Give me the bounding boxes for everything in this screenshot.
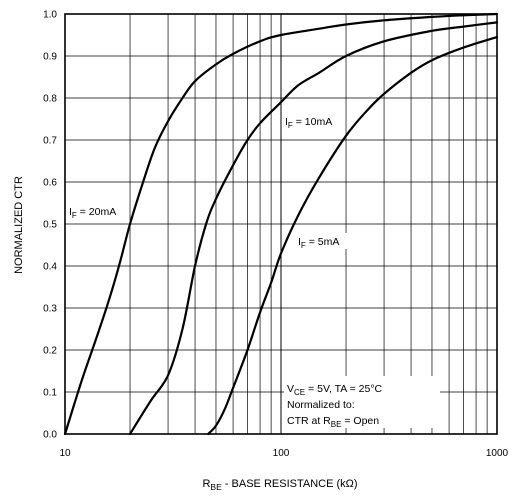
label-if-20ma-main: I [69,206,72,218]
x-axis-title-sub: BE [210,482,222,492]
series-group [63,12,499,436]
plot-frame [64,13,498,435]
label-if-10ma-rest: = 10mA [293,116,332,128]
y-tick-labels: 0.0 0.1 0.2 0.3 0.4 0.5 0.6 0.7 0.8 0.9 1.0 [43,10,57,441]
y-tick-label-7: 0.7 [43,136,57,147]
svg-text:IF = 20mA: IF = 20mA [69,206,116,220]
label-if-20ma-rest: = 20mA [77,206,116,218]
label-if-5ma: IF = 5mA [296,233,352,250]
y-tick-label-9: 0.9 [43,52,57,63]
label-if-10ma-main: I [285,116,288,128]
series-line-0 [63,12,499,436]
x-tick-label-2: 1000 [486,448,509,459]
svg-text:IF = 5mA: IF = 5mA [298,236,339,250]
annotation-ctr-sub: BE [331,420,342,429]
y-tick-label-3: 0.3 [43,304,57,315]
y-tick-label-5: 0.5 [43,220,57,231]
x-tick-labels: 10 100 1000 [59,448,508,459]
y-tick-label-10: 1.0 [43,10,57,21]
x-axis-title-rest: - BASE RESISTANCE (kΩ) [222,478,358,490]
label-if-5ma-sub: F [301,241,306,250]
y-axis-title: NORMALIZED CTR [13,176,25,274]
label-if-20ma-sub: F [72,211,77,220]
annotation-line-2: Normalized to: [287,399,355,411]
x-axis-title: RBE - BASE RESISTANCE (kΩ) [202,478,357,492]
label-if-20ma: IF = 20mA [67,203,129,220]
series-line-1 [128,21,499,436]
annotation-line-1: VCE = 5V, TA = 25°C [287,383,383,397]
label-if-10ma: IF = 10mA [283,113,345,130]
condition-annotation: VCE = 5V, TA = 25°C Normalized to: CTR a… [284,376,440,429]
y-tick-label-4: 0.4 [43,262,57,273]
y-tick-label-8: 0.8 [43,94,57,105]
y-tick-label-2: 0.2 [43,346,57,357]
annotation-v: V [287,383,294,395]
annotation-line-3: CTR at RBE = Open [287,415,379,429]
annotation-v-rest: = 5V, TA = 25°C [305,383,382,395]
svg-text:IF = 10mA: IF = 10mA [285,116,332,130]
y-tick-label-6: 0.6 [43,178,57,189]
x-tick-label-1: 100 [273,448,290,459]
y-tick-label-0: 0.0 [43,430,57,441]
label-if-5ma-main: I [298,236,301,248]
x-axis-title-r: R [202,478,210,490]
annotation-ctr: CTR at R [287,415,331,427]
series-line-2 [207,36,499,436]
label-if-10ma-sub: F [288,121,293,130]
annotation-ctr-rest: = Open [341,415,379,427]
label-if-5ma-rest: = 5mA [306,236,340,248]
y-tick-label-1: 0.1 [43,388,57,399]
x-tick-label-0: 10 [59,448,71,459]
annotation-v-sub: CE [294,388,305,397]
